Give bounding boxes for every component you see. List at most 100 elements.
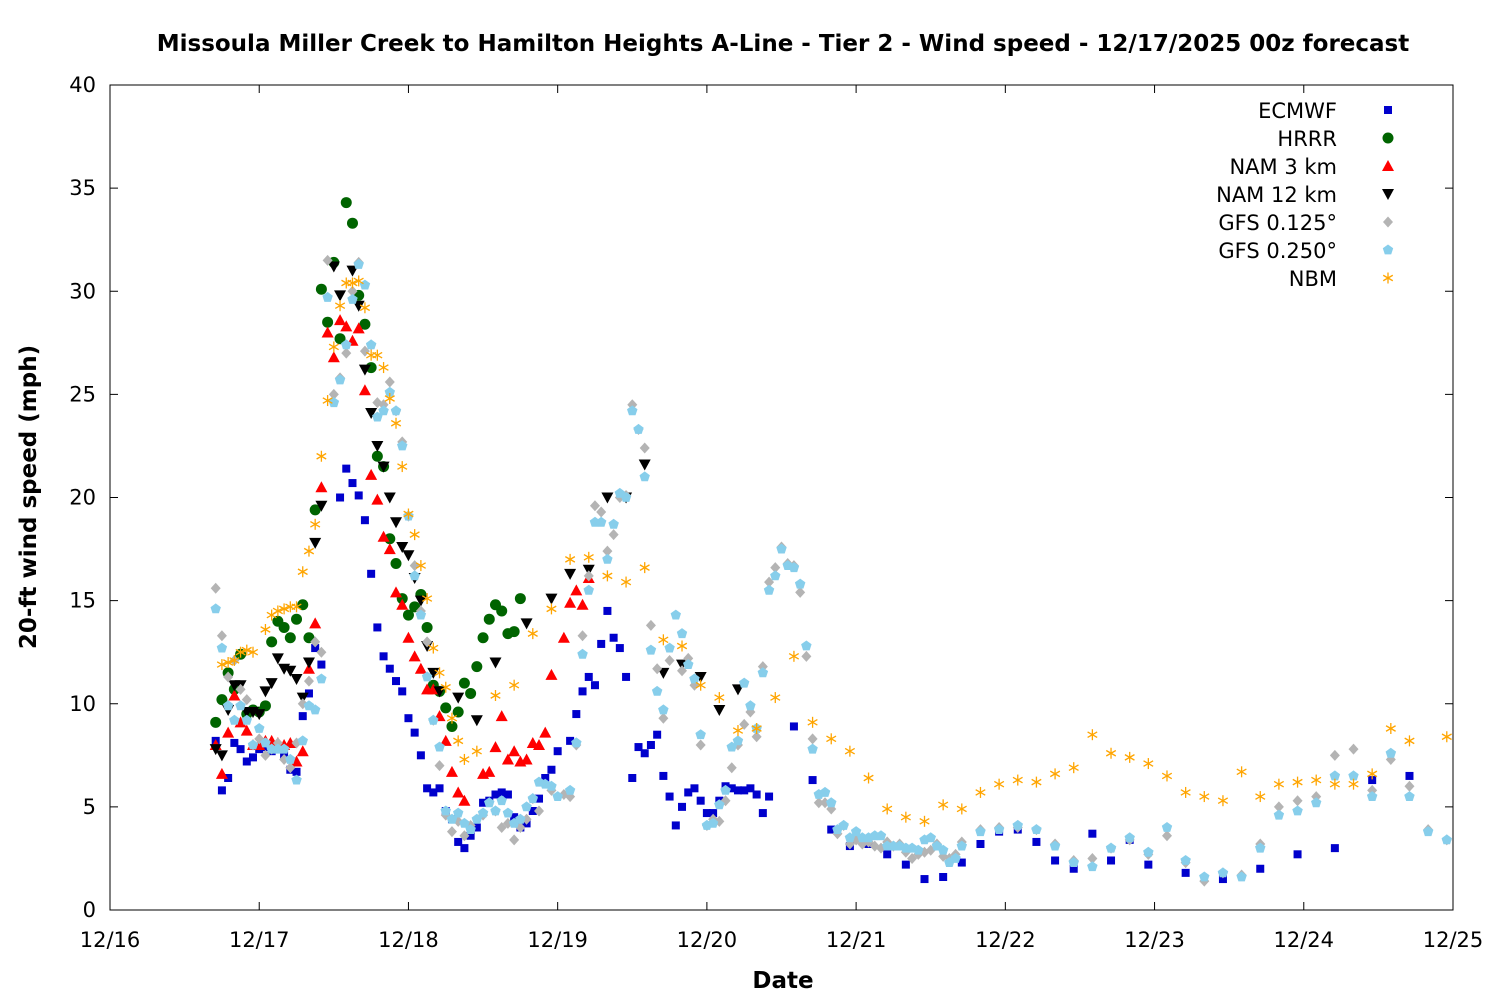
data-point-gfs-0-250 (1348, 770, 1359, 781)
data-point-gfs-0-250 (415, 609, 427, 620)
data-point-hrrr (315, 283, 327, 295)
asterisk-stroke (235, 648, 246, 656)
data-point-ecmwf (572, 710, 581, 719)
data-point-nbm (1217, 795, 1229, 807)
data-point-gfs-0-250 (745, 700, 756, 711)
asterisk-stroke (328, 343, 339, 351)
data-point-ecmwf (553, 747, 562, 756)
data-point-gfs-0-125 (310, 636, 321, 648)
data-point-gfs-0-250 (546, 780, 557, 791)
data-point-nam-3-km (383, 543, 396, 555)
asterisk-stroke (1217, 797, 1229, 805)
asterisk-stroke (956, 805, 967, 813)
data-point-gfs-0-250 (347, 294, 358, 304)
data-point-ecmwf (976, 840, 985, 848)
data-point-nam-3-km (495, 710, 508, 722)
data-point-gfs-0-125 (813, 797, 824, 809)
data-point-ecmwf (379, 652, 388, 661)
data-point-nbm (235, 646, 246, 658)
data-point-gfs-0-250 (571, 737, 582, 748)
data-point-gfs-0-125 (434, 760, 445, 772)
asterisk-stroke (639, 564, 650, 571)
data-point-nam-3-km (365, 468, 378, 480)
data-point-nbm (900, 811, 911, 823)
data-point-ecmwf (1368, 776, 1377, 785)
asterisk-stroke (397, 463, 408, 470)
data-point-gfs-0-250 (720, 784, 731, 795)
data-point-nbm (602, 570, 613, 582)
data-point-gfs-0-250 (639, 471, 650, 482)
data-point-gfs-0-125 (764, 576, 775, 588)
data-point-gfs-0-125 (695, 739, 706, 751)
data-point-nbm (415, 560, 426, 572)
asterisk-stroke (260, 626, 271, 633)
asterisk-stroke (1367, 770, 1378, 778)
data-point-nam-3-km (352, 322, 365, 334)
data-point-nam-12-km (315, 500, 328, 512)
data-point-nam-12-km (358, 364, 371, 376)
data-point-gfs-0-250 (359, 279, 371, 290)
y-tick-label: 5 (83, 795, 96, 819)
data-point-nbm (938, 799, 949, 811)
data-point-gfs-0-125 (1404, 780, 1415, 792)
data-point-nam-12-km (414, 595, 427, 607)
legend-marker-nbm (1382, 272, 1394, 284)
data-point-gfs-0-250 (602, 553, 613, 564)
asterisk-stroke (272, 607, 283, 615)
data-point-ecmwf (435, 784, 444, 793)
data-point-gfs-0-250 (763, 584, 775, 595)
data-point-nbm (751, 723, 762, 734)
y-tick-label: 30 (69, 279, 96, 303)
data-point-gfs-0-125 (795, 586, 806, 598)
data-point-gfs-0-250 (490, 805, 501, 816)
data-point-nbm (216, 659, 228, 671)
data-point-ecmwf (404, 714, 413, 723)
data-point-gfs-0-250 (334, 374, 346, 385)
data-point-gfs-0-125 (677, 665, 688, 677)
data-point-nam-3-km (240, 724, 253, 736)
data-point-ecmwf (224, 774, 233, 782)
data-point-nam-3-km (508, 745, 521, 757)
data-point-ecmwf (416, 751, 425, 760)
asterisk-stroke (347, 279, 358, 287)
chart-title: Missoula Miller Creek to Hamilton Height… (157, 31, 1410, 57)
data-point-ecmwf (957, 858, 966, 867)
asterisk-stroke (1255, 793, 1266, 800)
data-point-gfs-0-250 (1292, 805, 1303, 816)
data-point-nam-12-km (259, 686, 272, 698)
data-point-nam-3-km (327, 351, 340, 363)
data-point-gfs-0-250 (794, 578, 806, 589)
asterisk-stroke (1348, 780, 1359, 788)
data-point-nbm (1087, 729, 1098, 741)
asterisk-stroke (1273, 780, 1285, 788)
data-point-nam-12-km (638, 459, 651, 471)
data-point-gfs-0-125 (739, 718, 750, 730)
legend-label-nam-3-km: NAM 3 km (1229, 155, 1337, 179)
asterisk-stroke (291, 603, 302, 611)
data-point-ecmwf (479, 798, 488, 807)
data-point-gfs-0-250 (633, 423, 644, 434)
data-point-hrrr (465, 687, 477, 699)
data-point-gfs-0-250 (278, 743, 290, 754)
data-point-gfs-0-250 (1273, 809, 1285, 820)
data-point-ecmwf (1293, 850, 1302, 859)
x-tick-label: 12/24 (1274, 928, 1335, 952)
data-point-gfs-0-250 (1180, 855, 1191, 865)
data-point-gfs-0-250 (689, 673, 700, 684)
data-point-ecmwf (752, 790, 761, 799)
data-point-ecmwf (1330, 844, 1339, 853)
data-point-nam-12-km (302, 657, 315, 669)
data-point-ecmwf (765, 792, 774, 801)
data-point-nbm (384, 393, 395, 404)
data-point-nbm (378, 362, 389, 374)
x-tick-label: 12/25 (1423, 928, 1484, 952)
data-point-nbm (919, 815, 930, 827)
data-point-ecmwf (578, 687, 587, 696)
data-point-ecmwf (671, 821, 680, 830)
data-point-gfs-0-250 (577, 648, 588, 659)
y-tick-label: 20 (69, 486, 96, 510)
data-point-gfs-0-250 (235, 700, 246, 711)
data-point-nam-12-km (390, 517, 403, 529)
data-point-gfs-0-250 (291, 774, 302, 785)
data-point-hrrr (346, 217, 358, 229)
